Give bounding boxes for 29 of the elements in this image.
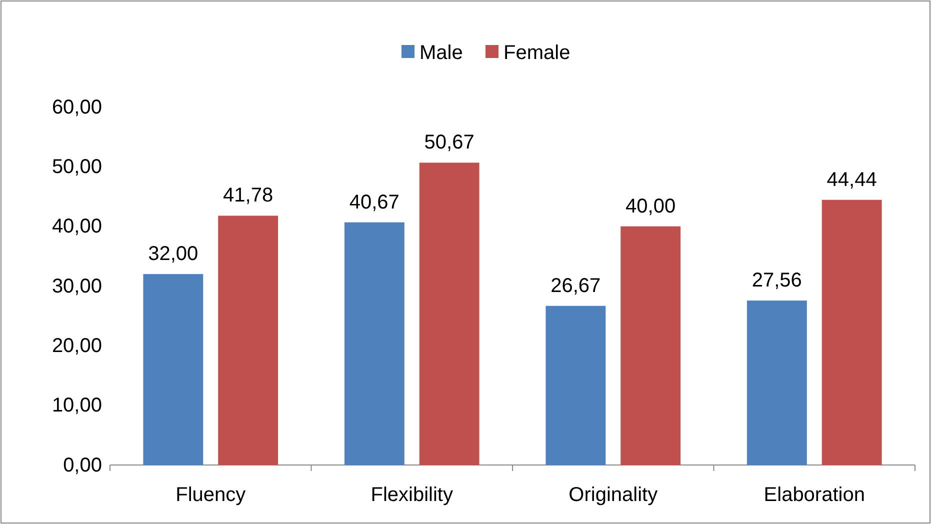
- data-label: 32,00: [148, 243, 198, 266]
- x-tick-label: Fluency: [176, 484, 246, 506]
- bar: [344, 222, 404, 465]
- y-tick-label: 10,00: [52, 394, 102, 417]
- bar: [822, 200, 882, 465]
- data-label: 41,78: [223, 184, 274, 207]
- bar: [546, 306, 606, 465]
- bar: [620, 226, 681, 465]
- x-tick-label: Originality: [568, 484, 658, 506]
- data-label: 44,44: [826, 168, 877, 191]
- y-tick-label: 40,00: [52, 216, 102, 238]
- bar: [419, 162, 480, 465]
- data-label: 50,67: [424, 132, 474, 154]
- y-tick-label: 60,00: [52, 96, 102, 118]
- bar: [218, 216, 278, 465]
- data-label: 26,67: [550, 274, 601, 297]
- y-tick-label: 50,00: [52, 156, 102, 178]
- x-tick-label: Elaboration: [764, 484, 865, 506]
- legend-label: Female: [504, 42, 570, 64]
- x-tick-label: Flexibility: [370, 484, 453, 506]
- y-tick-label: 0,00: [63, 454, 102, 476]
- y-tick-label: 20,00: [52, 335, 102, 358]
- bar: [143, 274, 204, 465]
- data-label: 40,67: [349, 191, 400, 214]
- y-tick-label: 30,00: [52, 275, 102, 298]
- data-label: 40,00: [626, 195, 676, 218]
- bar: [746, 300, 807, 465]
- data-label: 27,56: [752, 270, 802, 292]
- legend-label: Male: [420, 42, 463, 64]
